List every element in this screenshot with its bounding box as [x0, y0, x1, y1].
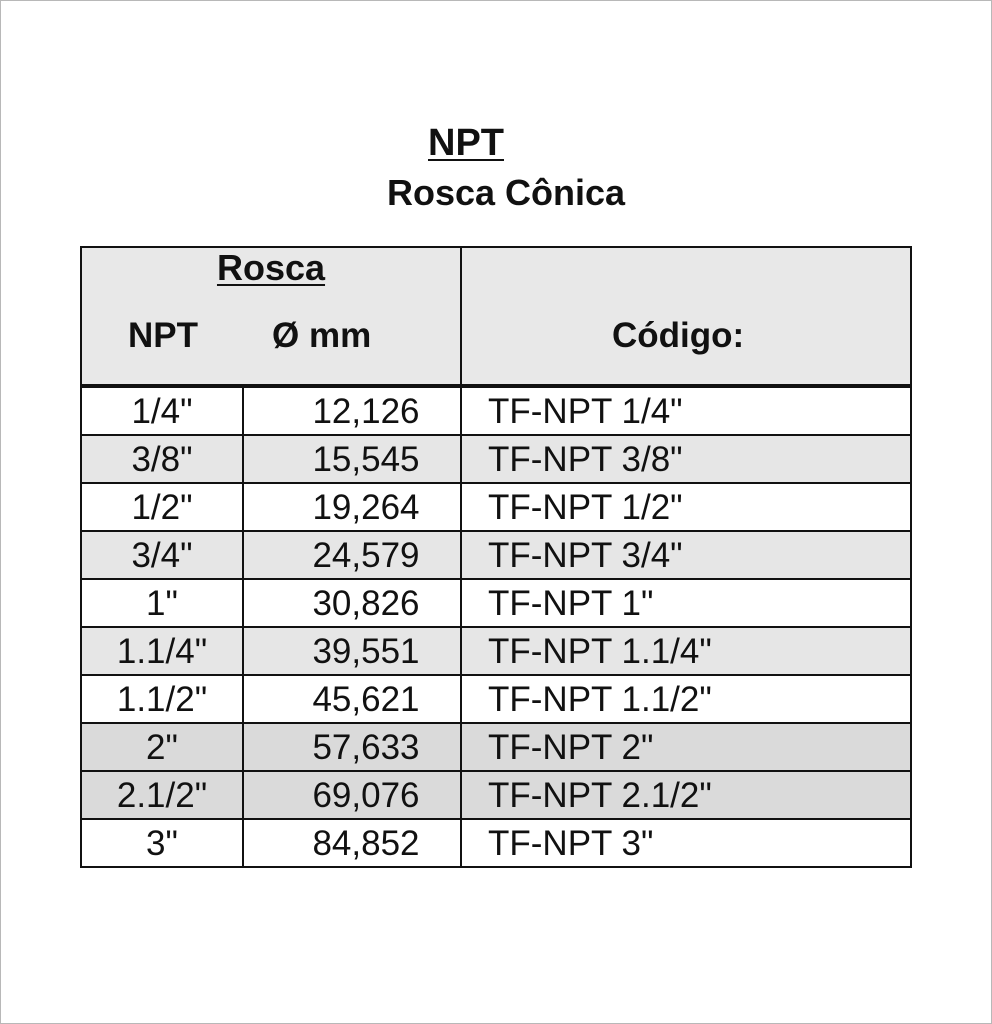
document-title: NPT	[428, 122, 504, 164]
diameter-cell: 19,264	[242, 482, 462, 532]
npt-cell: 1/4"	[80, 385, 244, 436]
table-row: 1.1/4" 39,551 TF-NPT 1.1/4"	[80, 626, 912, 676]
npt-cell: 3"	[80, 818, 244, 868]
code-column-header: Código:	[612, 316, 745, 355]
code-cell: TF-NPT 2"	[460, 722, 912, 772]
table-row: 3" 84,852 TF-NPT 3"	[80, 818, 912, 868]
npt-column-header: NPT	[128, 316, 198, 355]
code-cell: TF-NPT 3"	[460, 818, 912, 868]
table-row: 2" 57,633 TF-NPT 2"	[80, 722, 912, 772]
code-cell: TF-NPT 3/4"	[460, 530, 912, 580]
diameter-cell: 12,126	[242, 385, 462, 436]
table-row: 3/4" 24,579 TF-NPT 3/4"	[80, 530, 912, 580]
code-cell: TF-NPT 2.1/2"	[460, 770, 912, 820]
npt-cell: 3/8"	[80, 434, 244, 484]
table-row: 2.1/2" 69,076 TF-NPT 2.1/2"	[80, 770, 912, 820]
code-cell: TF-NPT 1"	[460, 578, 912, 628]
diameter-cell: 69,076	[242, 770, 462, 820]
rosca-group-header: Rosca	[216, 247, 326, 288]
code-cell: TF-NPT 1/4"	[460, 385, 912, 436]
table-header-row: Rosca NPT Ø mm Código:	[80, 246, 912, 388]
table-row: 1" 30,826 TF-NPT 1"	[80, 578, 912, 628]
diameter-column-header: Ø mm	[272, 316, 372, 355]
document-subtitle: Rosca Cônica	[386, 172, 626, 213]
npt-cell: 2.1/2"	[80, 770, 244, 820]
table-row: 1/4" 12,126 TF-NPT 1/4"	[80, 385, 912, 436]
npt-cell: 1.1/2"	[80, 674, 244, 724]
diameter-cell: 15,545	[242, 434, 462, 484]
diameter-cell: 45,621	[242, 674, 462, 724]
diameter-cell: 39,551	[242, 626, 462, 676]
code-cell: TF-NPT 1.1/2"	[460, 674, 912, 724]
rosca-header-cell: Rosca NPT Ø mm	[80, 246, 462, 388]
diameter-cell: 84,852	[242, 818, 462, 868]
diameter-cell: 30,826	[242, 578, 462, 628]
npt-cell: 1/2"	[80, 482, 244, 532]
npt-cell: 3/4"	[80, 530, 244, 580]
code-cell: TF-NPT 1.1/4"	[460, 626, 912, 676]
npt-thread-table: Rosca NPT Ø mm Código: 1/4" 12,126 TF-NP…	[80, 246, 912, 868]
table-row: 1/2" 19,264 TF-NPT 1/2"	[80, 482, 912, 532]
npt-cell: 2"	[80, 722, 244, 772]
code-cell: TF-NPT 1/2"	[460, 482, 912, 532]
npt-cell: 1.1/4"	[80, 626, 244, 676]
diameter-cell: 24,579	[242, 530, 462, 580]
npt-cell: 1"	[80, 578, 244, 628]
code-header-cell: Código:	[460, 246, 912, 388]
table-row: 3/8" 15,545 TF-NPT 3/8"	[80, 434, 912, 484]
table-row: 1.1/2" 45,621 TF-NPT 1.1/2"	[80, 674, 912, 724]
diameter-cell: 57,633	[242, 722, 462, 772]
code-cell: TF-NPT 3/8"	[460, 434, 912, 484]
